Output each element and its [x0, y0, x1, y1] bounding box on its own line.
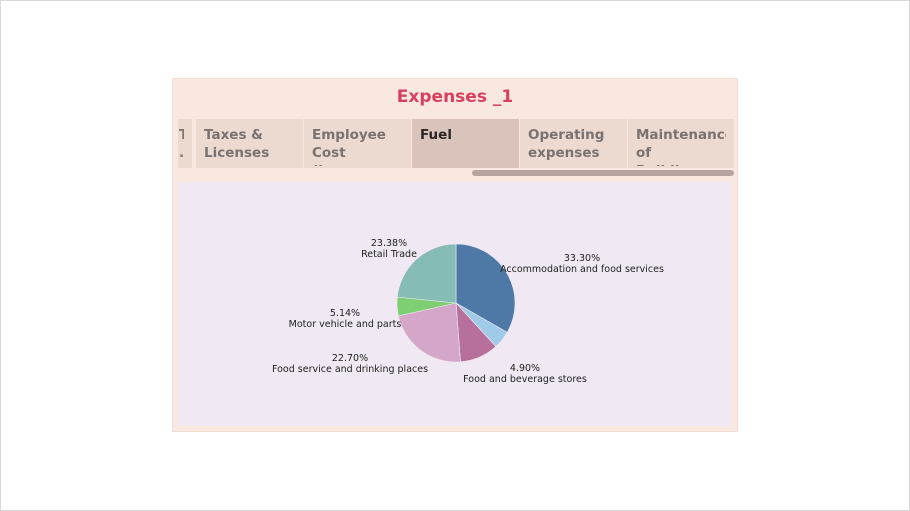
pie-percent-label: 23.38% [371, 238, 407, 249]
pie-slice[interactable] [396, 243, 457, 304]
pie-category-label: Motor vehicle and parts [289, 319, 402, 330]
scrollbar-thumb[interactable] [472, 170, 734, 176]
tab-label: T .. [179, 127, 184, 161]
tab-label: Fuel [420, 127, 452, 143]
tab-scrollbar[interactable] [178, 170, 734, 177]
tab-taxes-licenses[interactable]: Taxes & Licenses [196, 119, 303, 168]
tab-label: Employee Cost (Insura.. [312, 127, 386, 166]
pie-category-label: Food service and drinking places [272, 364, 428, 375]
pie-category-label: Retail Trade [361, 249, 417, 260]
pie-percent-label: 22.70% [332, 353, 368, 364]
tab-maintenance-buildings[interactable]: Maintenance of Buildings [628, 119, 734, 168]
tab-employee-cost[interactable]: Employee Cost (Insura.. [304, 119, 411, 168]
tab-fuel[interactable]: Fuel [412, 119, 519, 168]
pie-category-label: Accommodation and food services [500, 264, 664, 275]
pie-category-label: Food and beverage stores [463, 374, 587, 385]
pie-percent-label: 33.30% [564, 253, 600, 264]
tab-strip: T .. Taxes & Licenses Employee Cost (Ins… [178, 119, 734, 168]
dashboard-panel: Expenses _1 T .. Taxes & Licenses Employ… [172, 78, 738, 432]
pie-slice[interactable] [398, 302, 461, 363]
chart-area: 33.30% Accommodation and food services 4.9… [178, 182, 732, 426]
tab-label: Maintenance of Buildings [636, 127, 726, 166]
pie-percent-label: 5.14% [330, 308, 360, 319]
tab-label: Taxes & Licenses [204, 127, 270, 161]
tab-label: Operating expenses [528, 127, 605, 161]
dashboard-title: Expenses _1 [396, 87, 514, 107]
pie-percent-label: 4.90% [510, 363, 540, 374]
tab-operating-expenses[interactable]: Operating expenses [520, 119, 627, 168]
pie-chart: 33.30%Accommodation and food services 4.9… [272, 238, 664, 385]
tab-truncated[interactable]: T .. [178, 119, 192, 168]
pie-slice[interactable] [455, 243, 516, 333]
